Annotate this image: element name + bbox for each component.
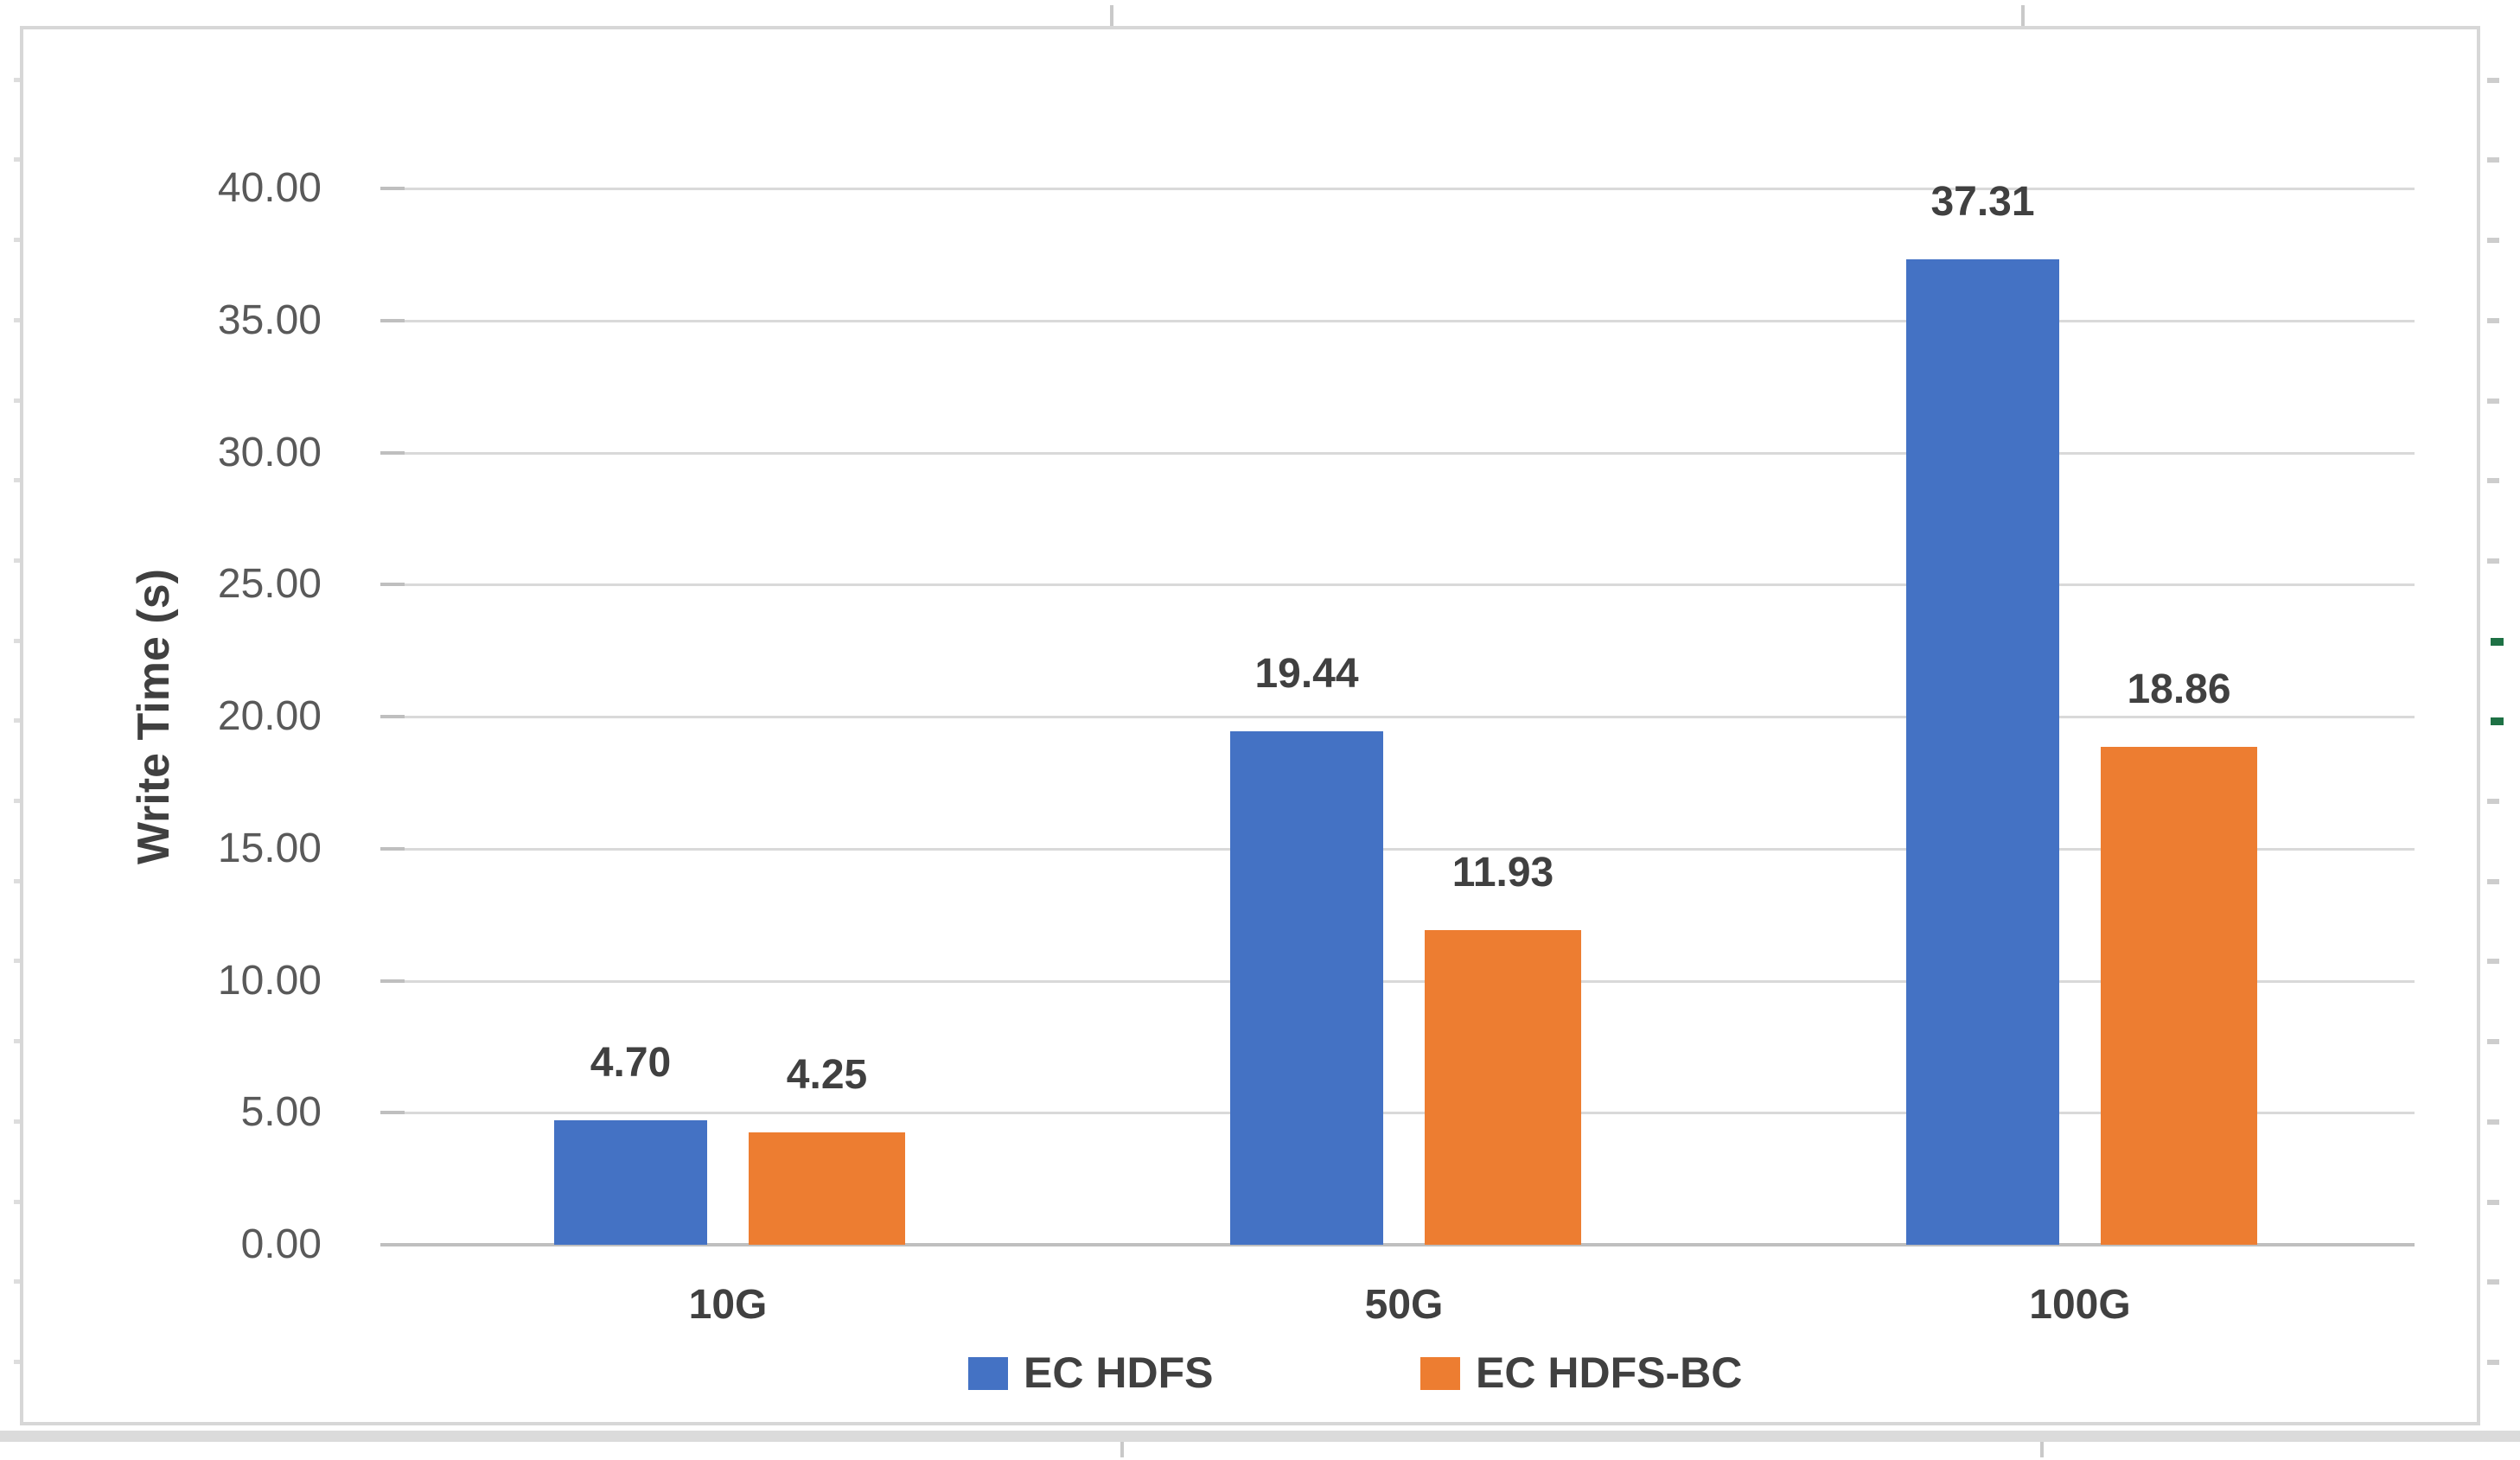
sheet-row-stub xyxy=(2487,1119,2499,1125)
y-axis-tick xyxy=(380,450,405,455)
sheet-row-stub xyxy=(14,157,21,162)
sheet-row-stub xyxy=(2487,238,2499,243)
sheet-row-stub xyxy=(2487,879,2499,884)
y-axis-tick-label: 15.00 xyxy=(217,825,322,871)
legend-swatch xyxy=(1420,1357,1460,1390)
sheet-row-stub xyxy=(14,1279,21,1284)
bar-ec-hdfs-50g xyxy=(1230,731,1383,1245)
sheet-row-stub xyxy=(2487,558,2499,564)
sheet-column-tick xyxy=(1110,5,1113,26)
gridline xyxy=(405,979,2415,983)
legend-swatch xyxy=(968,1357,1008,1390)
y-axis-tick-label: 25.00 xyxy=(217,561,322,608)
sheet-row-stub xyxy=(14,1039,21,1043)
sheet-column-tick xyxy=(2021,5,2025,26)
y-axis-tick xyxy=(380,715,405,718)
data-label: 4.25 xyxy=(786,1052,868,1099)
y-axis-tick xyxy=(380,583,405,587)
sheet-column-tick xyxy=(2040,1442,2044,1457)
sheet-row-border-band xyxy=(0,1431,2520,1442)
bar-ec-hdfs-bc-100g xyxy=(2101,746,2257,1245)
sheet-row-stub xyxy=(2487,799,2499,804)
sheet-row-stub xyxy=(2487,318,2499,323)
data-label: 37.31 xyxy=(1930,179,2035,226)
y-axis-tick xyxy=(380,979,405,983)
gridline xyxy=(405,847,2415,851)
gridline xyxy=(405,188,2415,190)
y-axis-tick-label: 5.00 xyxy=(240,1089,322,1136)
y-axis-tick xyxy=(380,1111,405,1115)
x-axis-category-label: 10G xyxy=(688,1282,768,1328)
sheet-row-stub xyxy=(14,1200,21,1204)
gridline xyxy=(405,451,2415,455)
sheet-column-tick xyxy=(1120,1442,1124,1457)
gridline xyxy=(405,1112,2415,1115)
sheet-row-stub xyxy=(2487,157,2499,163)
gridline xyxy=(405,716,2415,718)
sheet-row-stub xyxy=(14,318,21,322)
y-axis-tick xyxy=(380,1243,405,1246)
y-axis-tick xyxy=(380,318,405,322)
sheet-row-stub xyxy=(14,879,21,883)
bar-ec-hdfs-bc-10g xyxy=(749,1132,905,1245)
sheet-row-stub xyxy=(14,639,21,643)
y-axis-tick-label: 35.00 xyxy=(217,296,322,343)
data-label: 19.44 xyxy=(1254,651,1359,698)
sheet-row-stub xyxy=(14,799,21,803)
sheet-green-row-mark xyxy=(2491,717,2504,725)
bar-ec-hdfs-100g xyxy=(1906,259,2059,1245)
x-axis-category-label: 50G xyxy=(1364,1282,1444,1328)
data-label: 11.93 xyxy=(1451,849,1554,896)
bar-ec-hdfs-10g xyxy=(554,1120,707,1245)
legend-label: EC HDFS xyxy=(1024,1348,1214,1397)
sheet-row-stub xyxy=(14,78,21,82)
sheet-row-stub xyxy=(14,238,21,242)
gridline xyxy=(405,583,2415,587)
sheet-row-stub xyxy=(2487,478,2499,483)
sheet-green-row-mark xyxy=(2491,638,2504,646)
sheet-row-stub xyxy=(14,959,21,963)
sheet-row-stub xyxy=(2487,1039,2499,1044)
legend-label: EC HDFS-BC xyxy=(1476,1348,1743,1397)
x-axis-line xyxy=(405,1243,2415,1246)
sheet-row-stub xyxy=(14,718,21,723)
y-axis-tick-label: 10.00 xyxy=(217,957,322,1004)
sheet-row-stub xyxy=(14,558,21,563)
x-axis-category-label: 100G xyxy=(2029,1282,2131,1328)
y-axis-tick xyxy=(380,187,405,190)
sheet-row-stub xyxy=(2487,1360,2499,1365)
data-label: 4.70 xyxy=(590,1040,672,1087)
y-axis-tick-label: 0.00 xyxy=(240,1221,322,1267)
y-axis-tick xyxy=(380,846,405,851)
y-axis-tick-label: 40.00 xyxy=(217,165,322,211)
sheet-row-stub xyxy=(2487,1200,2499,1205)
sheet-row-stub xyxy=(2487,398,2499,404)
sheet-row-stub xyxy=(2487,1279,2499,1285)
y-axis-tick-label: 20.00 xyxy=(217,693,322,739)
bar-ec-hdfs-bc-50g xyxy=(1425,929,1581,1245)
sheet-row-stub xyxy=(14,1119,21,1124)
sheet-row-stub xyxy=(14,1360,21,1364)
y-axis-tick-label: 30.00 xyxy=(217,429,322,475)
sheet-row-stub xyxy=(2487,959,2499,964)
sheet-row-stub xyxy=(14,478,21,482)
data-label: 18.86 xyxy=(2127,666,2231,712)
sheet-row-stub xyxy=(14,398,21,403)
sheet-row-stub xyxy=(2487,78,2499,83)
gridline xyxy=(405,319,2415,322)
